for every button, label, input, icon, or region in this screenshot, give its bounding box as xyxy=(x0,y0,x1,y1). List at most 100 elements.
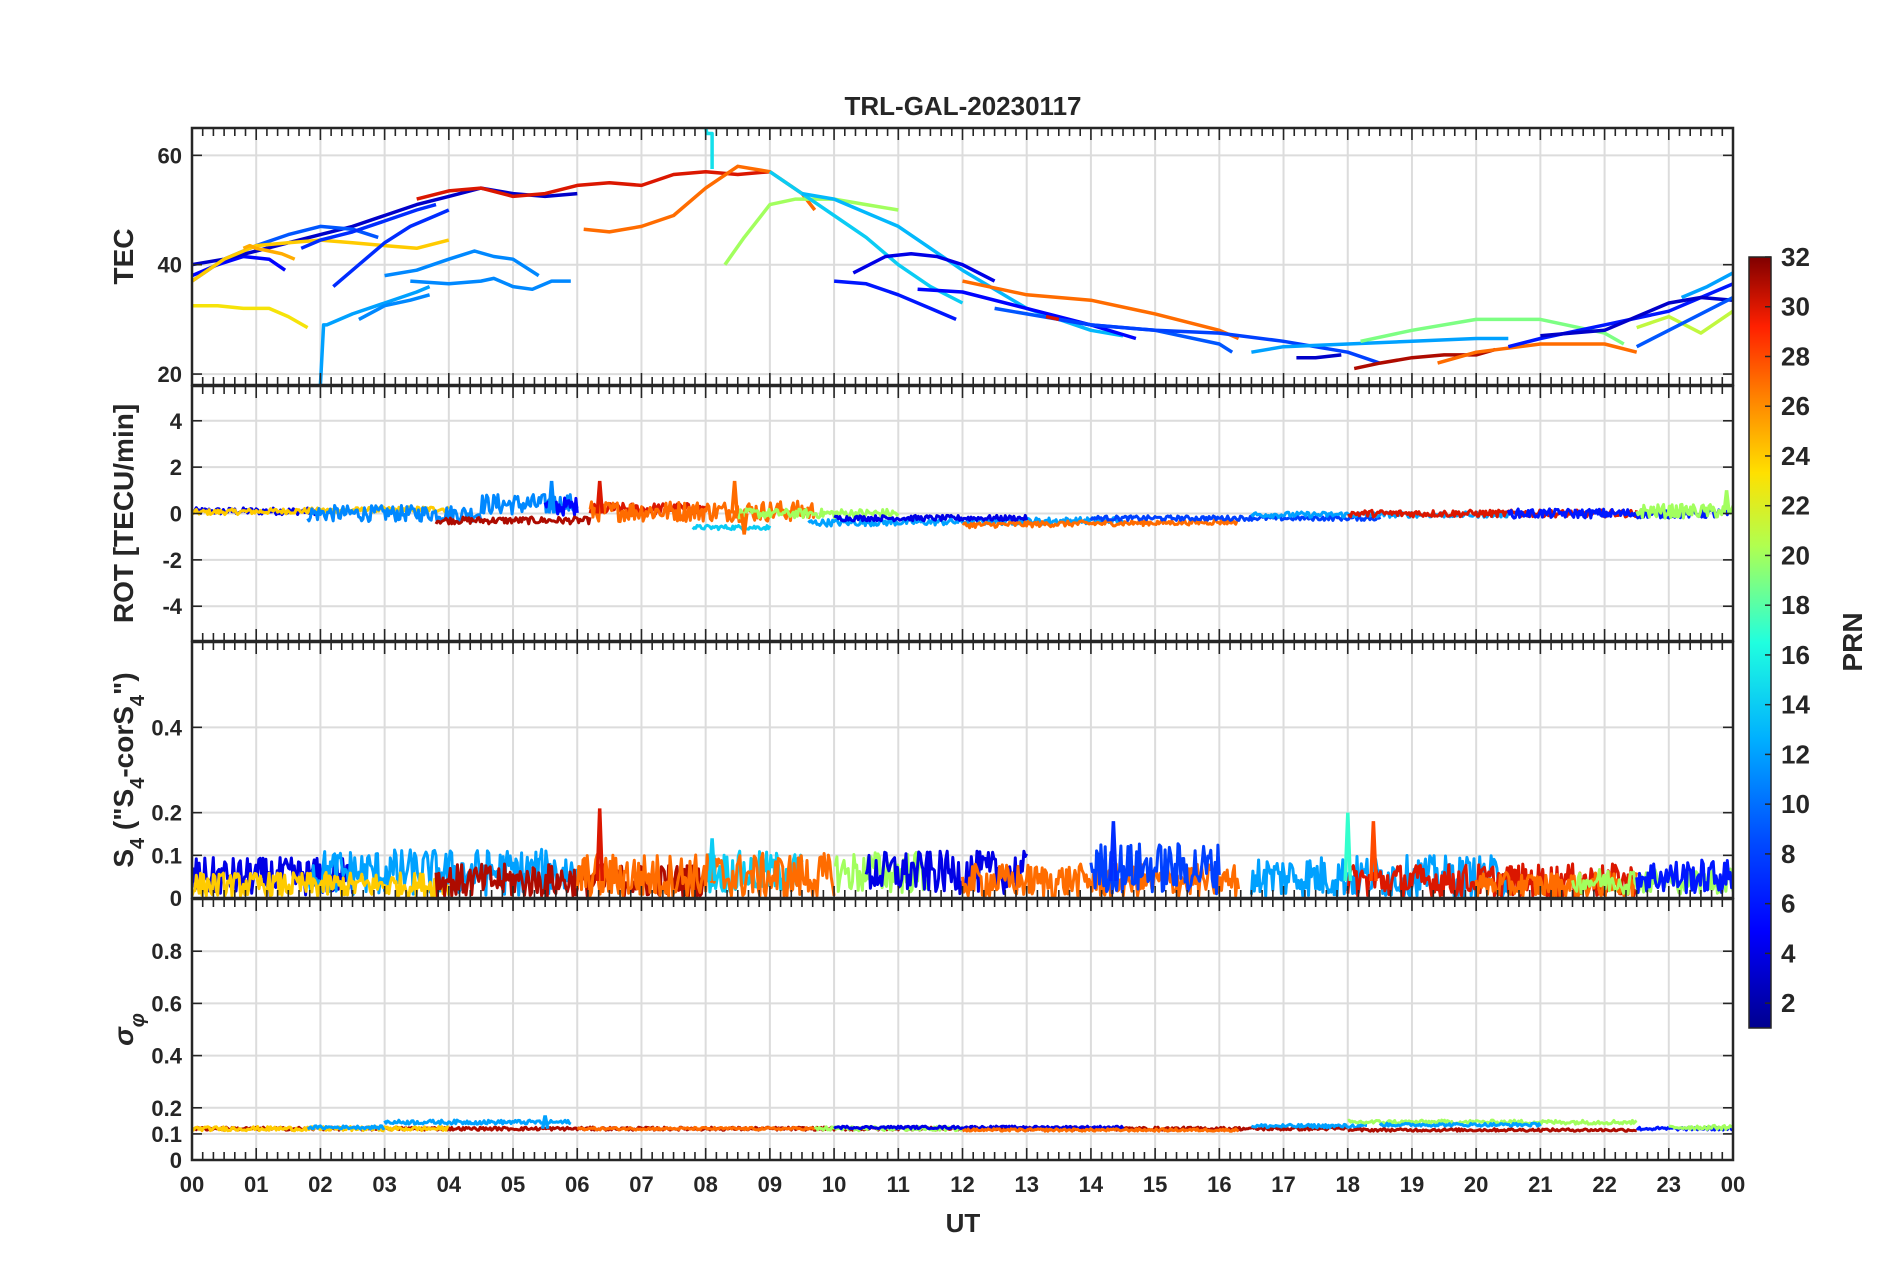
rot-series-prn-12 xyxy=(1250,510,1510,519)
tec-series-prn-12 xyxy=(1680,271,1733,300)
x-tick-label: 14 xyxy=(1079,1172,1104,1197)
colorbar-tick-label: 6 xyxy=(1781,889,1795,919)
y-axis: 00.10.2 0.4 0.6 0.8 xyxy=(151,939,1733,1173)
y-tick-label: 4 xyxy=(170,409,183,434)
tec-series-prn-3 xyxy=(1296,353,1342,360)
rot-spike-prn-30 xyxy=(595,480,605,514)
sigma-series-prn-24 xyxy=(192,1125,450,1133)
x-tick-label: 09 xyxy=(758,1172,782,1197)
colorbar-tick-label: 20 xyxy=(1781,540,1810,570)
s4-spike-prn-14 xyxy=(707,838,717,882)
tec-series-prn-19 xyxy=(1360,317,1625,346)
rot-spike-prn-20 xyxy=(1722,490,1731,514)
colorbar-tick-label: 8 xyxy=(1781,839,1795,869)
panel-tec: 20 40 60 TEC xyxy=(108,126,1735,387)
sigma-series-prn-12 xyxy=(1378,1121,1542,1128)
tec-series-prn-12 xyxy=(1251,336,1509,354)
sigma-series-prn-27 xyxy=(577,1125,816,1132)
sigma-series-prn-12 xyxy=(383,1118,572,1126)
y-axis: -4 -2 0 2 4 xyxy=(162,409,1733,619)
colorbar-gradient xyxy=(1748,256,1772,1029)
x-tick-label: 06 xyxy=(565,1172,589,1197)
tec-series-prn-12 xyxy=(318,284,431,385)
tec-series-prn-21 xyxy=(1636,309,1733,335)
y-tick-label: -4 xyxy=(162,594,182,619)
tec-series-prn-11 xyxy=(410,276,571,292)
sigma-spike-prn-12 xyxy=(540,1115,550,1130)
s4-spike-prn-30 xyxy=(595,808,605,881)
s4-series-prn-27 xyxy=(1474,870,1639,898)
sigma-series-prn-27 xyxy=(961,1127,1240,1133)
tec-series-prn-7 xyxy=(332,208,450,288)
tec-series-prn-9 xyxy=(1635,295,1733,349)
x-tick-label: 16 xyxy=(1207,1172,1231,1197)
y-axis-label-sigma: σφ xyxy=(108,1013,149,1046)
sigma-series-prn-20 xyxy=(1347,1118,1638,1126)
s4-series-prn-20 xyxy=(833,851,932,894)
s4-spike-prn-7 xyxy=(1109,821,1118,881)
tec-series-prn-4 xyxy=(852,252,996,283)
tec-series-prn-11 xyxy=(384,249,540,278)
colorbar-label: PRN xyxy=(1837,612,1868,671)
x-ticks xyxy=(191,386,1734,641)
s4-spike-prn-17 xyxy=(1343,812,1353,881)
x-tick-label: 23 xyxy=(1657,1172,1681,1197)
rot-series-prn-27 xyxy=(961,518,1240,530)
tec-series-prn-7 xyxy=(300,202,437,250)
tec-series-prn-20 xyxy=(723,197,899,266)
rot-series-prn-20 xyxy=(737,507,900,520)
rot-series-prn-4 xyxy=(833,513,1029,523)
tec-series-prn-23 xyxy=(192,303,309,330)
colorbar-tick-label: 2 xyxy=(1781,988,1795,1018)
sigma-series-prn-12 xyxy=(1251,1122,1368,1130)
y-tick-label: 20 xyxy=(158,362,182,387)
y-tick-label: 2 xyxy=(170,455,182,480)
rot-series-prn-27 xyxy=(588,499,816,524)
rot-spike-prn-27 xyxy=(730,480,739,514)
tec-series-prn-11 xyxy=(358,293,431,321)
tec-series-prn-31 xyxy=(1353,347,1496,371)
y-tick-label: 0.8 xyxy=(151,939,182,964)
y-tick-label: 0 xyxy=(170,886,182,911)
y-tick-label: 0.1 xyxy=(151,843,182,868)
x-tick-label: 22 xyxy=(1592,1172,1616,1197)
s4-series-prn-31 xyxy=(434,862,708,898)
y-tick-label: 0.2 xyxy=(151,801,182,826)
tec-series-prn-5 xyxy=(917,287,1137,341)
x-tick-label: 20 xyxy=(1464,1172,1488,1197)
tec-series-prn-8 xyxy=(1058,317,1381,365)
y-tick-label: 0.4 xyxy=(151,715,182,740)
panel-rot: -4 -2 0 2 4 ROT [TECU/min] xyxy=(108,384,1735,643)
colorbar-tick-label: 22 xyxy=(1781,491,1810,521)
x-tick-label: 03 xyxy=(372,1172,396,1197)
x-axis-label: UT xyxy=(946,1208,981,1238)
tec-series-prn-3 xyxy=(1540,295,1733,338)
y-tick-label: 0.1 xyxy=(151,1122,182,1147)
x-tick-label: 11 xyxy=(887,1172,910,1197)
tec-series-prn-13 xyxy=(801,191,1124,338)
x-tick-label: 01 xyxy=(244,1172,268,1197)
colorbar-tick-label: 32 xyxy=(1781,242,1810,272)
panel-frame xyxy=(190,897,1735,1162)
x-tick-label: 00 xyxy=(1721,1172,1745,1197)
tec-series-prn-30 xyxy=(416,169,771,201)
grid-lines xyxy=(192,899,1733,1161)
sigma-series-prn-20 xyxy=(1668,1123,1733,1131)
colorbar-tick-label: 16 xyxy=(1781,640,1810,670)
x-ticks xyxy=(191,899,1734,1160)
rot-series-prn-8 xyxy=(1089,514,1382,522)
series-group xyxy=(192,480,1733,535)
colorbar-tick-label: 10 xyxy=(1781,789,1810,819)
x-tick-label: 15 xyxy=(1143,1172,1167,1197)
y-tick-label: 40 xyxy=(158,253,182,278)
colorbar-tick-label: 30 xyxy=(1781,292,1810,322)
series-group xyxy=(192,1115,1733,1133)
x-tick-label: 18 xyxy=(1336,1172,1360,1197)
x-ticks xyxy=(191,128,1734,385)
x-tick-label: 04 xyxy=(437,1172,462,1197)
y-axis-label-tec: TEC xyxy=(108,229,139,285)
tec-series-prn-25 xyxy=(242,243,296,261)
